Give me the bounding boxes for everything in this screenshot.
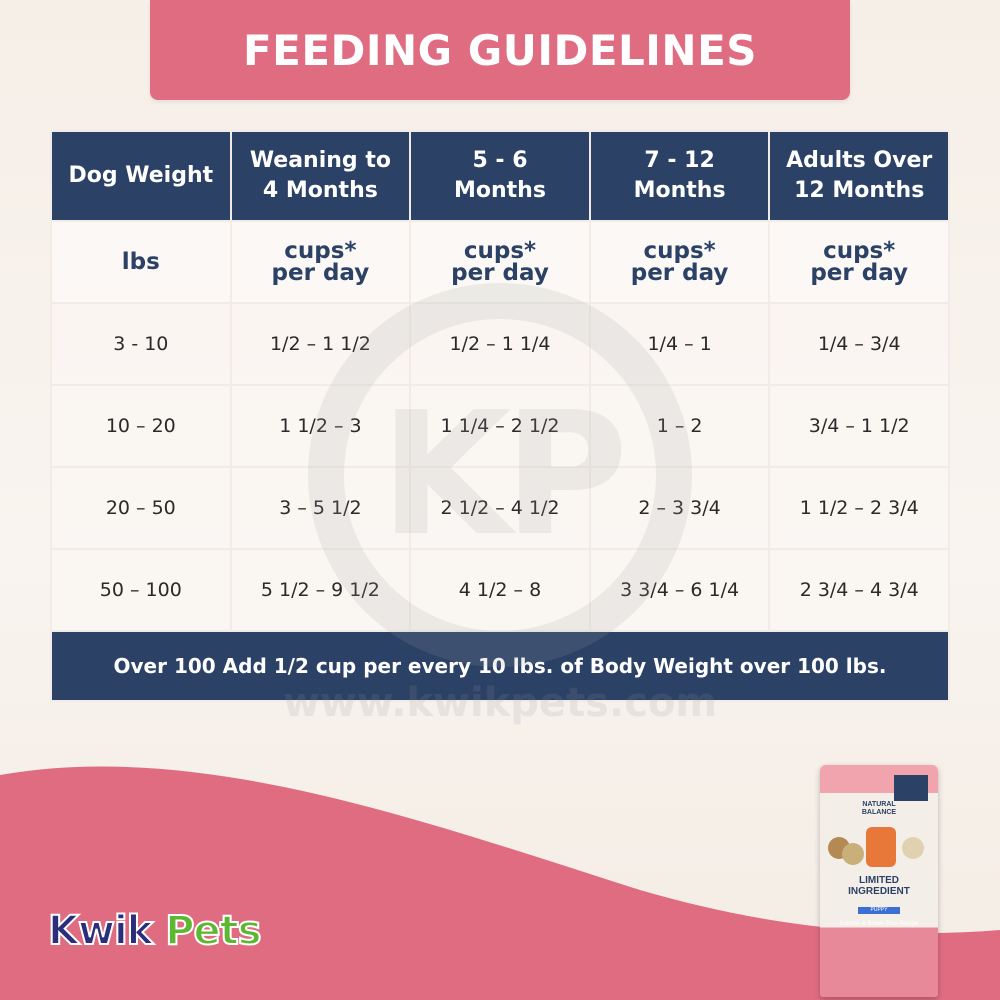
column-header-text: 12 Months — [794, 178, 925, 203]
kwik-pets-logo: Kwik Pets — [47, 907, 263, 955]
unit-cell-4: cups* per day — [768, 220, 950, 304]
product-bag-image: NATURAL BALANCE LIMITED INGREDIENT PUPPY… — [820, 765, 938, 997]
column-header-text: 7 - 12 — [644, 148, 715, 173]
weight-range-cell: 20 – 50 — [50, 466, 232, 550]
column-header-text: Adults Over — [786, 148, 933, 173]
column-header-text: Weaning to — [249, 148, 391, 173]
unit-cell-1: cups* per day — [229, 220, 412, 304]
bag-brand: NATURAL BALANCE — [820, 801, 938, 817]
kp-watermark-letters: KP — [379, 376, 628, 574]
cups-per-day-cell: 2 3/4 – 4 3/4 — [768, 548, 950, 632]
unit-text: cups* — [463, 238, 537, 264]
cups-per-day-cell: 3 3/4 – 6 1/4 — [588, 548, 771, 632]
bag-brand-line1: NATURAL — [862, 801, 896, 808]
column-header-text: Dog Weight — [68, 163, 214, 188]
column-header-text: 5 - 6 — [472, 148, 528, 173]
logo-kwik: Kwik — [47, 907, 154, 955]
weight-range-cell: 10 – 20 — [50, 384, 232, 468]
bag-puppy-band: PUPPY — [858, 907, 900, 914]
unit-text: per day — [451, 260, 549, 286]
column-header-0: Dog Weight — [50, 130, 232, 222]
column-header-4: Adults Over 12 Months — [768, 130, 950, 222]
bag-name-line2: INGREDIENT — [848, 886, 910, 897]
page-title: FEEDING GUIDELINES — [242, 25, 758, 75]
bag-corner-tag — [894, 775, 928, 801]
weight-range-cell: 3 - 10 — [50, 302, 232, 386]
weight-range-cell: 50 – 100 — [50, 548, 232, 632]
bag-name-line1: LIMITED — [859, 875, 899, 886]
bag-recipe: Salmon & Brown Rice Recipe — [839, 921, 919, 927]
column-header-text: Months — [454, 178, 546, 203]
bag-brand-line2: BALANCE — [861, 809, 897, 816]
cups-per-day-cell: 1 1/2 – 2 3/4 — [768, 466, 950, 550]
table-unit-row: lbs cups* per day cups* per day cups* per day c… — [50, 220, 950, 304]
column-header-2: 5 - 6 Months — [409, 130, 591, 222]
cups-per-day-cell: 1/4 – 3/4 — [768, 302, 950, 386]
unit-cell-3: cups* per day — [588, 220, 771, 304]
unit-text: cups* — [643, 238, 716, 264]
bag-product-name: LIMITED INGREDIENT — [820, 875, 938, 897]
table-header-row: Dog Weight Weaning to 4 Months 5 - 6 Months 7… — [50, 130, 950, 222]
title-banner: FEEDING GUIDELINES — [150, 0, 850, 100]
unit-text: cups* — [284, 238, 357, 264]
column-header-text: Months — [633, 178, 726, 203]
cups-per-day-cell: 3/4 – 1 1/2 — [768, 384, 950, 468]
unit-text: lbs — [121, 249, 160, 275]
column-header-1: Weaning to 4 Months — [229, 130, 412, 222]
unit-text: per day — [810, 260, 909, 286]
unit-cell-0: lbs — [50, 220, 232, 304]
unit-text: per day — [271, 260, 370, 286]
unit-text: cups* — [823, 238, 896, 264]
bag-food-illustration — [828, 825, 930, 869]
watermark-url: www.kwikpets.com — [282, 680, 718, 726]
column-header-text: 4 Months — [262, 178, 378, 203]
unit-text: per day — [630, 260, 729, 286]
column-header-3: 7 - 12 Months — [588, 130, 771, 222]
logo-pets: Pets — [164, 907, 262, 955]
